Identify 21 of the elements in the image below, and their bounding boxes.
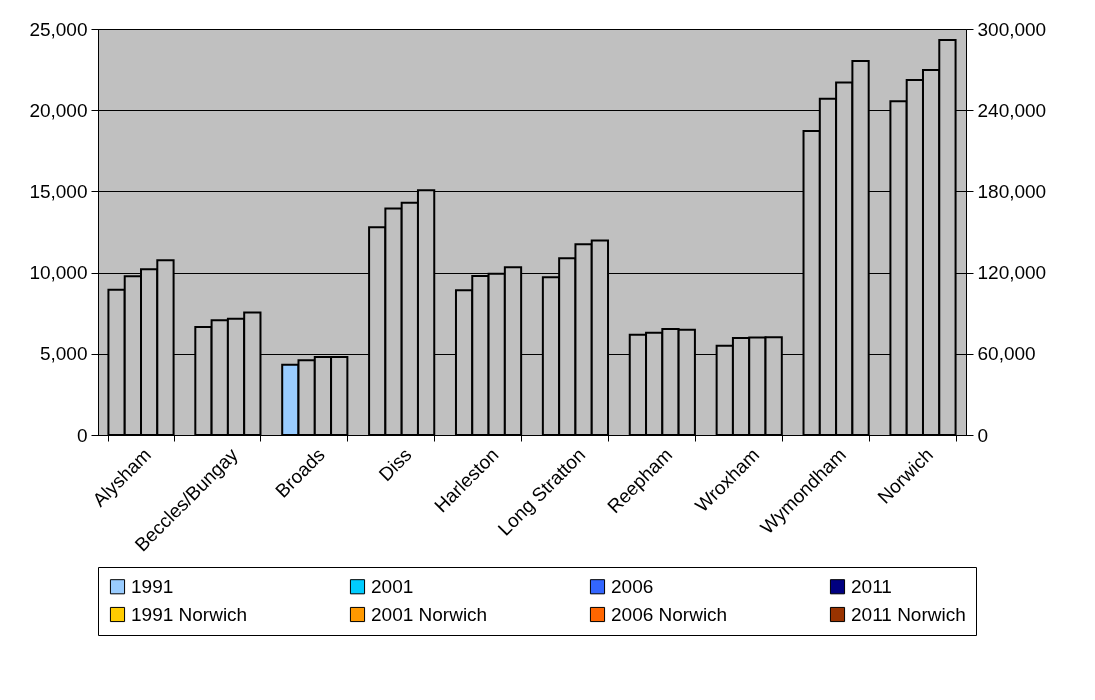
y-tick-label: 0	[76, 424, 88, 446]
y2-tick-label: 300,000	[977, 18, 1047, 40]
y2-tick-label: 60,000	[977, 343, 1036, 365]
legend-label: 2001 Norwich	[371, 603, 488, 625]
x-tick-label: Diss	[374, 444, 416, 486]
y-tick-label: 15,000	[29, 180, 88, 202]
legend-label: 2006	[611, 575, 654, 597]
y-tick-label: 10,000	[29, 262, 88, 284]
legend-label: 2011	[851, 575, 892, 597]
legend-label: 2011 Norwich	[851, 603, 966, 625]
y-tick-label: 25,000	[29, 18, 88, 40]
y2-tick-label: 240,000	[977, 99, 1047, 121]
legend-label: 1991	[131, 575, 174, 597]
legend-label: 2006 Norwich	[611, 603, 728, 625]
y2-tick-label: 180,000	[977, 180, 1047, 202]
y-tick-label: 5,000	[39, 343, 88, 365]
y-tick-label: 20,000	[29, 99, 88, 121]
legend-label: 2001	[371, 575, 414, 597]
y2-tick-label: 120,000	[977, 262, 1047, 284]
legend-label: 1991 Norwich	[131, 603, 248, 625]
y2-tick-label: 0	[977, 424, 989, 446]
